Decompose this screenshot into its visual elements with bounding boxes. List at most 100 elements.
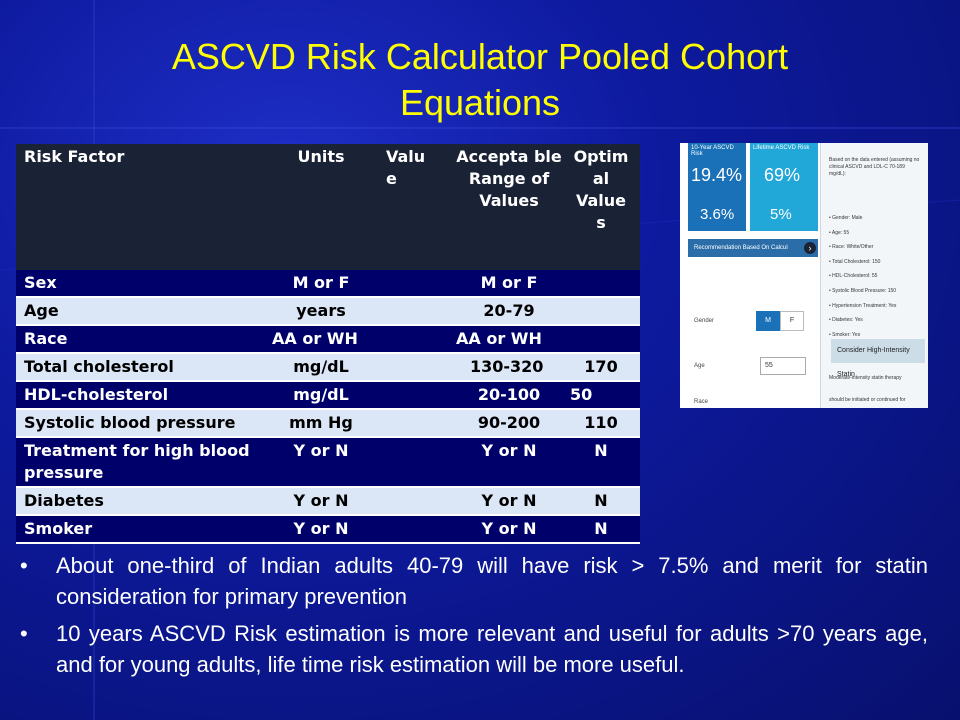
cell-factor: Total cholesterol (16, 353, 264, 381)
bullet-dot-icon: • (20, 553, 28, 578)
bullet-text: 10 years ASCVD Risk estimation is more r… (56, 621, 928, 677)
cell-value (378, 437, 448, 487)
ten-year-risk-box: 10-Year ASCVD Risk 19.4% (688, 143, 746, 201)
cell-units: Y or N (264, 515, 378, 543)
table-row: Race AA or WH AA or WH (16, 325, 640, 353)
cell-units: M or F (264, 270, 378, 297)
cell-optimal: 110 (570, 409, 640, 437)
cell-value (378, 487, 448, 515)
cell-range: Y or N (448, 437, 570, 487)
title-line-2: Equations (399, 82, 561, 123)
cell-optimal: N (570, 437, 640, 487)
cell-optimal: 50 (570, 381, 640, 409)
lifetime-risk-box: Lifetime ASCVD Risk 69% (750, 143, 818, 201)
table-row: Diabetes Y or N Y or N N (16, 487, 640, 515)
ten-year-risk-label: 10-Year ASCVD Risk (691, 145, 734, 157)
recommendation-bar[interactable]: Recommendation Based On Calcul › (688, 239, 818, 257)
bullet-text: About one-third of Indian adults 40-79 w… (56, 553, 928, 609)
cell-value (378, 270, 448, 297)
slide-title: ASCVD Risk Calculator Pooled Cohort Equa… (60, 34, 900, 126)
table-row: Sex M or F M or F (16, 270, 640, 297)
ten-year-optimal-box: 3.6% (688, 201, 746, 231)
gender-label: Gender (694, 318, 715, 324)
chevron-right-icon[interactable]: › (804, 242, 816, 254)
cell-units: AA or WH (264, 325, 378, 353)
cell-range: 20-100 (448, 381, 570, 409)
statin-recommendation-heading: Consider High-Intensity Statin (831, 339, 925, 378)
header-units: Units (264, 144, 378, 270)
cell-value (378, 353, 448, 381)
table-header-row: Risk Factor Units Valu e Accepta ble Ran… (16, 144, 640, 270)
list-item: Diabetes: Yes (829, 313, 896, 328)
table-row: Total cholesterol mg/dL 130-320 170 (16, 353, 640, 381)
calculator-inputs-list: Gender: Male Age: 55 Race: White/Other T… (829, 211, 896, 342)
statin-text-line-1: Moderate-intensity statin therapy (829, 375, 902, 381)
cell-optimal (570, 325, 640, 353)
cell-value (378, 325, 448, 353)
cell-factor: Race (16, 325, 264, 353)
list-item: Smoker: Yes (829, 328, 896, 343)
bullet-dot-icon: • (20, 621, 28, 646)
cell-range: AA or WH (448, 325, 570, 353)
calculator-screenshot: 10-Year ASCVD Risk 19.4% Lifetime ASCVD … (680, 143, 928, 408)
cell-range: M or F (448, 270, 570, 297)
statin-text-line-2: should be initiated or continued for (829, 397, 906, 403)
cell-value (378, 409, 448, 437)
risk-factor-table: Risk Factor Units Valu e Accepta ble Ran… (16, 144, 640, 544)
table-row: Systolic blood pressure mm Hg 90-200 110 (16, 409, 640, 437)
gender-male-button[interactable]: M (756, 311, 780, 331)
cell-optimal: 170 (570, 353, 640, 381)
age-input[interactable]: 55 (760, 357, 806, 375)
table-row: Treatment for high blood pressure Y or N… (16, 437, 640, 487)
cell-range: Y or N (448, 487, 570, 515)
cell-units: mg/dL (264, 381, 378, 409)
gender-female-button[interactable]: F (780, 311, 804, 331)
header-risk-factor: Risk Factor (16, 144, 264, 270)
cell-factor: Sex (16, 270, 264, 297)
cell-units: Y or N (264, 487, 378, 515)
list-item: Gender: Male (829, 211, 896, 226)
bullet-list: • About one-third of Indian adults 40-79… (20, 550, 928, 686)
list-item: Total Cholesterol: 150 (829, 255, 896, 270)
lifetime-risk-value: 69 (764, 165, 785, 185)
cell-units: mm Hg (264, 409, 378, 437)
calculator-intro: Based on the data entered (assuming no c… (829, 157, 920, 177)
cell-optimal (570, 297, 640, 325)
cell-factor: HDL-cholesterol (16, 381, 264, 409)
table-row: HDL-cholesterol mg/dL 20-100 50 (16, 381, 640, 409)
cell-factor: Treatment for high blood pressure (16, 437, 264, 487)
table-row: Smoker Y or N Y or N N (16, 515, 640, 543)
recommendation-label: Recommendation Based On Calcul (694, 245, 788, 251)
list-item: Hypertension Treatment: Yes (829, 299, 896, 314)
cell-value (378, 515, 448, 543)
calculator-right-panel: Based on the data entered (assuming no c… (820, 143, 928, 408)
cell-optimal: N (570, 487, 640, 515)
cell-value (378, 297, 448, 325)
lifetime-optimal-value: 5 (770, 206, 779, 223)
cell-range: 90-200 (448, 409, 570, 437)
cell-units: Y or N (264, 437, 378, 487)
ten-year-optimal-value: 3.6 (700, 206, 721, 223)
bullet-item: • 10 years ASCVD Risk estimation is more… (20, 618, 928, 680)
cell-range: 20-79 (448, 297, 570, 325)
age-label: Age (694, 363, 705, 369)
title-line-1: ASCVD Risk Calculator Pooled Cohort (171, 36, 789, 77)
lifetime-risk-label: Lifetime ASCVD Risk (753, 145, 810, 151)
table-row: Age years 20-79 (16, 297, 640, 325)
bullet-item: • About one-third of Indian adults 40-79… (20, 550, 928, 612)
list-item: Age: 55 (829, 226, 896, 241)
calculator-left-panel: 10-Year ASCVD Risk 19.4% Lifetime ASCVD … (680, 143, 818, 408)
header-acceptable-range: Accepta ble Range of Values (448, 144, 570, 270)
cell-units: years (264, 297, 378, 325)
lifetime-optimal-box: 5% (750, 201, 818, 231)
list-item: HDL-Cholesterol: 55 (829, 269, 896, 284)
cell-factor: Diabetes (16, 487, 264, 515)
cell-factor: Systolic blood pressure (16, 409, 264, 437)
list-item: Systolic Blood Pressure: 150 (829, 284, 896, 299)
race-label: Race (694, 399, 709, 405)
cell-factor: Smoker (16, 515, 264, 543)
cell-factor: Age (16, 297, 264, 325)
ten-year-risk-value: 19.4 (691, 165, 727, 185)
cell-optimal: N (570, 515, 640, 543)
cell-optimal (570, 270, 640, 297)
